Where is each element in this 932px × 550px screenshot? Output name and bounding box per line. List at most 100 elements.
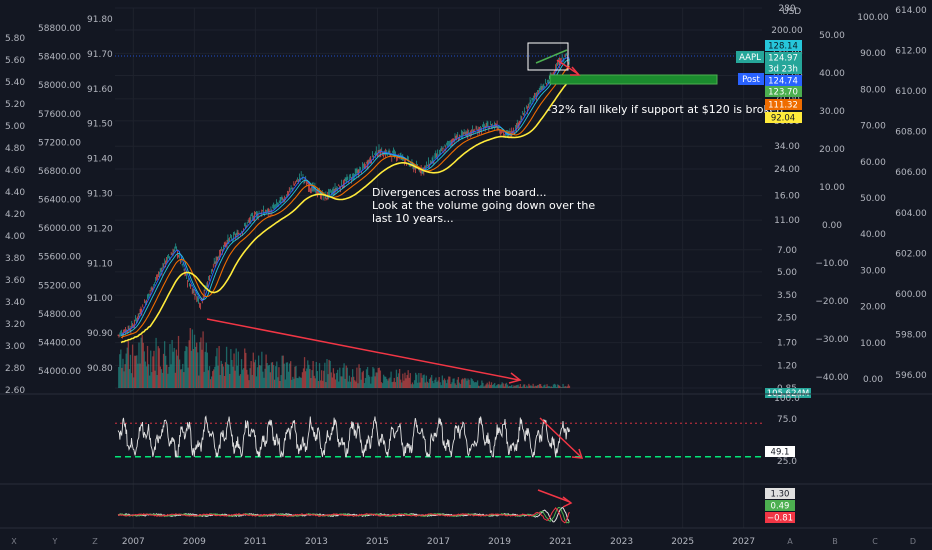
volume-bar [530,385,532,388]
volume-bar [494,382,496,388]
scale-tick-label: 91.20 [87,224,113,234]
volume-bar [519,383,521,388]
volume-bar [472,380,474,388]
volume-bar [191,329,194,388]
volume-bar [523,384,526,388]
volume-bar [222,366,225,388]
volume-bar [528,383,530,388]
divergence-note-line-3: last 10 years... [372,212,454,225]
scale-tick-label: 91.80 [87,15,113,25]
volume-bar [361,372,363,388]
volume-bar [181,369,183,388]
volume-bars [118,328,571,388]
volume-bar [332,368,335,388]
volume-bar [130,373,133,388]
volume-bar [380,382,383,388]
annotations [115,42,762,384]
volume-bar [460,379,463,388]
volume-bar [387,380,389,388]
scale-tick-label: 91.70 [87,50,113,60]
volume-bar [372,367,374,388]
volume-bar [499,385,501,388]
volume-bar [168,366,170,388]
volume-bar [441,375,444,388]
volume-bar [298,376,300,388]
volume-bar [411,382,414,388]
volume-bar [203,371,205,388]
volume-bar [563,386,565,388]
volume-bar [267,365,269,388]
scale-tick-label: 612.00 [895,47,927,57]
volume-bar [299,377,301,388]
volume-bar [418,372,420,388]
scale-tick-label: 40.00 [819,69,845,79]
volume-bar [341,376,343,388]
volume-bar [139,363,141,388]
volume-bar [432,380,434,388]
volume-bar [533,386,535,388]
volume-bar [532,383,534,388]
price-tag-bg [765,112,802,123]
scale-tick-label: 55200.00 [38,281,81,291]
volume-bar [162,353,165,388]
scale-tick-label: 50.00 [819,31,845,41]
volume-bar [295,365,297,388]
volume-bar [515,385,517,388]
volume-bar [165,355,167,388]
volume-bar [391,382,393,388]
scale-tick-label: 57200.00 [38,138,81,148]
volume-bar [393,377,395,388]
scale-tick-label: 70.00 [860,122,886,132]
scale-tick-label: 600.00 [895,290,927,300]
scale-tick-label: 54800.00 [38,310,81,320]
support-zone [549,74,718,85]
volume-bar [464,377,466,388]
scale-letter: Y [52,537,58,546]
osc-line-red [117,507,570,524]
volume-bar [243,368,245,388]
scale-tick-label: 3.40 [5,298,25,308]
price-tag-bg [765,86,802,97]
volume-bar [507,386,510,388]
volume-bar [323,370,325,388]
volume-bar [375,372,377,388]
scale-tick-label: 60.00 [860,158,886,168]
volume-bar [538,383,541,388]
scale-tick-label: 58400.00 [38,53,81,63]
volume-bar [284,379,286,388]
volume-bar [270,362,273,388]
volume-bar [331,377,333,388]
volume-bar [156,375,158,388]
x-tick-label: 2019 [488,537,511,547]
volume-bar [534,385,536,388]
volume-bar [292,376,294,388]
volume-bar [286,362,289,388]
volume-bar [526,385,528,388]
volume-bar [309,368,311,388]
volume-bar [401,382,403,388]
scale-tick-label: 3.00 [5,342,25,352]
volume-bar [256,367,259,388]
divergence-note-line-1: Divergences across the board... [372,186,546,199]
scale-tick-label: 596.00 [895,371,927,381]
volume-bar [283,363,285,388]
volume-bar [205,342,207,388]
volume-bar [201,349,203,388]
volume-bar [126,347,128,388]
volume-bar [416,374,418,388]
volume-bar [173,347,175,388]
volume-bar [444,380,447,388]
volume-bar [347,381,350,388]
volume-bar [364,377,367,388]
volume-bar [250,361,252,388]
volume-bar [326,359,328,388]
volume-bar [266,363,268,388]
volume-bar [422,375,424,388]
volume-bar [440,385,442,388]
volume-bar [504,383,507,388]
volume-bar [547,386,549,388]
volume-bar [427,382,430,388]
time-axis: 2007 2009 2011 2013 2015 2017 2019 2021 2023 2025… [11,537,916,547]
